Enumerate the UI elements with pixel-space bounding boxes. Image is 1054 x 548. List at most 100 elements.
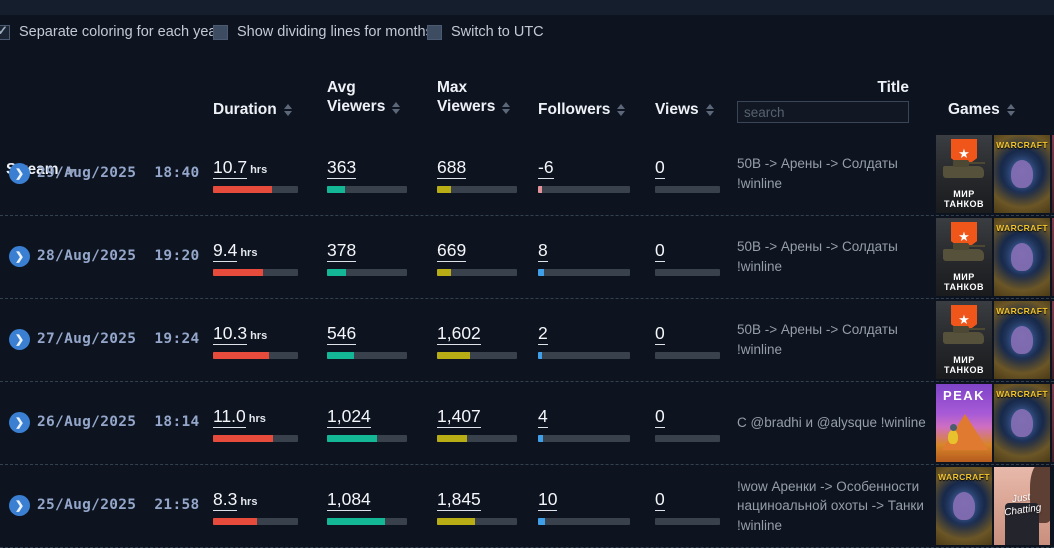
max-viewers-cell: 1,602 [437,323,517,359]
game-boxart-wot[interactable]: ★ МИР ТАНКОВ [936,218,992,296]
game-boxart-wow[interactable]: WARCRAFT [994,384,1050,462]
avg-viewers-bar [327,435,407,442]
avg-viewers-bar [327,518,407,525]
max-viewers-value: 688 [437,157,467,179]
duration-bar [213,435,298,442]
game-boxart-clipped [1052,218,1054,296]
column-header-views[interactable]: Views [655,100,714,119]
expand-row-icon[interactable]: ❯ [9,412,30,433]
avg-viewers-value: 546 [327,323,357,345]
elf-face-icon [1011,243,1033,271]
game-boxart-wow[interactable]: WARCRAFT [994,301,1050,379]
max-viewers-bar [437,518,517,525]
max-viewers-cell: 1,407 [437,406,517,442]
avg-viewers-cell: 363 [327,157,407,193]
expand-row-icon[interactable]: ❯ [9,246,30,267]
followers-value: -6 [538,157,554,179]
checkbox-icon[interactable] [427,24,442,40]
column-label: Games [948,101,1000,118]
tank-icon [943,243,985,261]
duration-cell: 8.3 hrs [213,489,298,525]
table-row: ❯ 28/Aug/2025 19:20 9.4 hrs 378 669 8 0 5… [0,216,1054,299]
elf-face-icon [1011,409,1033,437]
duration-value: 9.4 [213,240,238,262]
stream-date[interactable]: 27/Aug/2025 19:24 [37,331,200,347]
game-caption: PEAK [942,388,986,403]
column-header-games[interactable]: Games [948,100,1015,119]
game-boxart-wot[interactable]: ★ МИР ТАНКОВ [936,135,992,213]
duration-value: 8.3 [213,489,238,511]
stream-date[interactable]: 25/Aug/2025 21:58 [37,497,200,513]
game-boxart-wow[interactable]: WARCRAFT [936,467,992,545]
views-bar [655,186,720,193]
table-row: ❯ 27/Aug/2025 19:24 10.3 hrs 546 1,602 2 … [0,299,1054,382]
followers-bar [538,269,630,276]
followers-bar [538,352,630,359]
title-search-input[interactable] [737,101,909,124]
game-boxart-peak[interactable]: PEAK [936,384,992,462]
duration-unit: hrs [250,164,268,176]
views-value: 0 [655,406,665,428]
column-label: Avg Viewers [327,79,386,116]
checkbox-label: Show dividing lines for months [237,24,433,40]
followers-cell: 8 [538,240,630,276]
checkbox-dividing-lines[interactable]: Show dividing lines for months [213,24,433,40]
column-header-followers[interactable]: Followers [538,100,626,119]
views-cell: 0 [655,157,720,193]
views-bar [655,269,720,276]
table-header: Stream Duration Avg Viewers Max Viewers … [0,60,1054,178]
game-boxart-jc[interactable]: Just Chatting [994,467,1050,545]
duration-cell: 10.7 hrs [213,157,298,193]
game-boxart-wow[interactable]: WARCRAFT [994,135,1050,213]
views-cell: 0 [655,406,720,442]
max-viewers-value: 1,602 [437,323,481,345]
game-boxart-wow[interactable]: WARCRAFT [994,218,1050,296]
followers-bar [538,518,630,525]
checkbox-icon[interactable] [0,23,10,40]
sort-desc-icon [65,169,76,176]
avg-viewers-bar [327,186,407,193]
stream-date[interactable]: 29/Aug/2025 18:40 [37,165,200,181]
expand-row-icon[interactable]: ❯ [9,329,30,350]
stream-title: 50В -> Арены -> Солдаты !winline [737,322,898,357]
expand-row-icon[interactable]: ❯ [9,163,30,184]
views-value: 0 [655,323,665,345]
checkbox-separate-coloring[interactable]: Separate coloring for each year [0,23,221,40]
elf-face-icon [1011,160,1033,188]
column-header-max-viewers[interactable]: Max Viewers [437,78,511,117]
duration-cell: 11.0 hrs [213,406,298,442]
views-cell: 0 [655,240,720,276]
game-boxart-wot[interactable]: ★ МИР ТАНКОВ [936,301,992,379]
max-viewers-value: 1,407 [437,406,481,428]
max-viewers-cell: 1,845 [437,489,517,525]
views-bar [655,352,720,359]
game-caption: WARCRAFT [996,140,1048,150]
followers-value: 10 [538,489,558,511]
column-header-duration[interactable]: Duration [213,100,292,119]
game-caption: МИР ТАНКОВ [944,189,984,210]
expand-row-icon[interactable]: ❯ [9,495,30,516]
games-cell: ★ МИР ТАНКОВ WARCRAFT [936,301,1054,379]
games-cell: WARCRAFT Just Chatting [936,467,1050,545]
duration-value: 10.3 [213,323,248,345]
stream-date[interactable]: 28/Aug/2025 19:20 [37,248,200,264]
duration-cell: 10.3 hrs [213,323,298,359]
column-header-avg-viewers[interactable]: Avg Viewers [327,78,401,117]
checkbox-label: Switch to UTC [451,24,544,40]
column-header-title: Title [737,78,909,124]
followers-cell: 2 [538,323,630,359]
checkbox-icon[interactable] [213,24,228,40]
stream-date[interactable]: 26/Aug/2025 18:14 [37,414,200,430]
views-value: 0 [655,157,665,179]
tank-icon [943,160,985,178]
avg-viewers-cell: 378 [327,240,407,276]
game-boxart-clipped [1052,301,1054,379]
sort-icon [392,101,401,114]
game-caption: МИР ТАНКОВ [944,355,984,376]
duration-value: 11.0 [213,406,246,428]
checkbox-switch-utc[interactable]: Switch to UTC [427,24,544,40]
duration-bar [213,518,298,525]
games-cell: ★ МИР ТАНКОВ WARCRAFT [936,135,1054,213]
game-boxart-clipped [1052,135,1054,213]
table-row: ❯ 29/Aug/2025 18:40 10.7 hrs 363 688 -6 0… [0,133,1054,216]
